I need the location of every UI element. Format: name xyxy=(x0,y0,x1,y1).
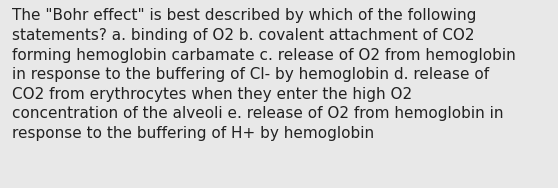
Text: The "Bohr effect" is best described by which of the following
statements? a. bin: The "Bohr effect" is best described by w… xyxy=(12,8,516,141)
